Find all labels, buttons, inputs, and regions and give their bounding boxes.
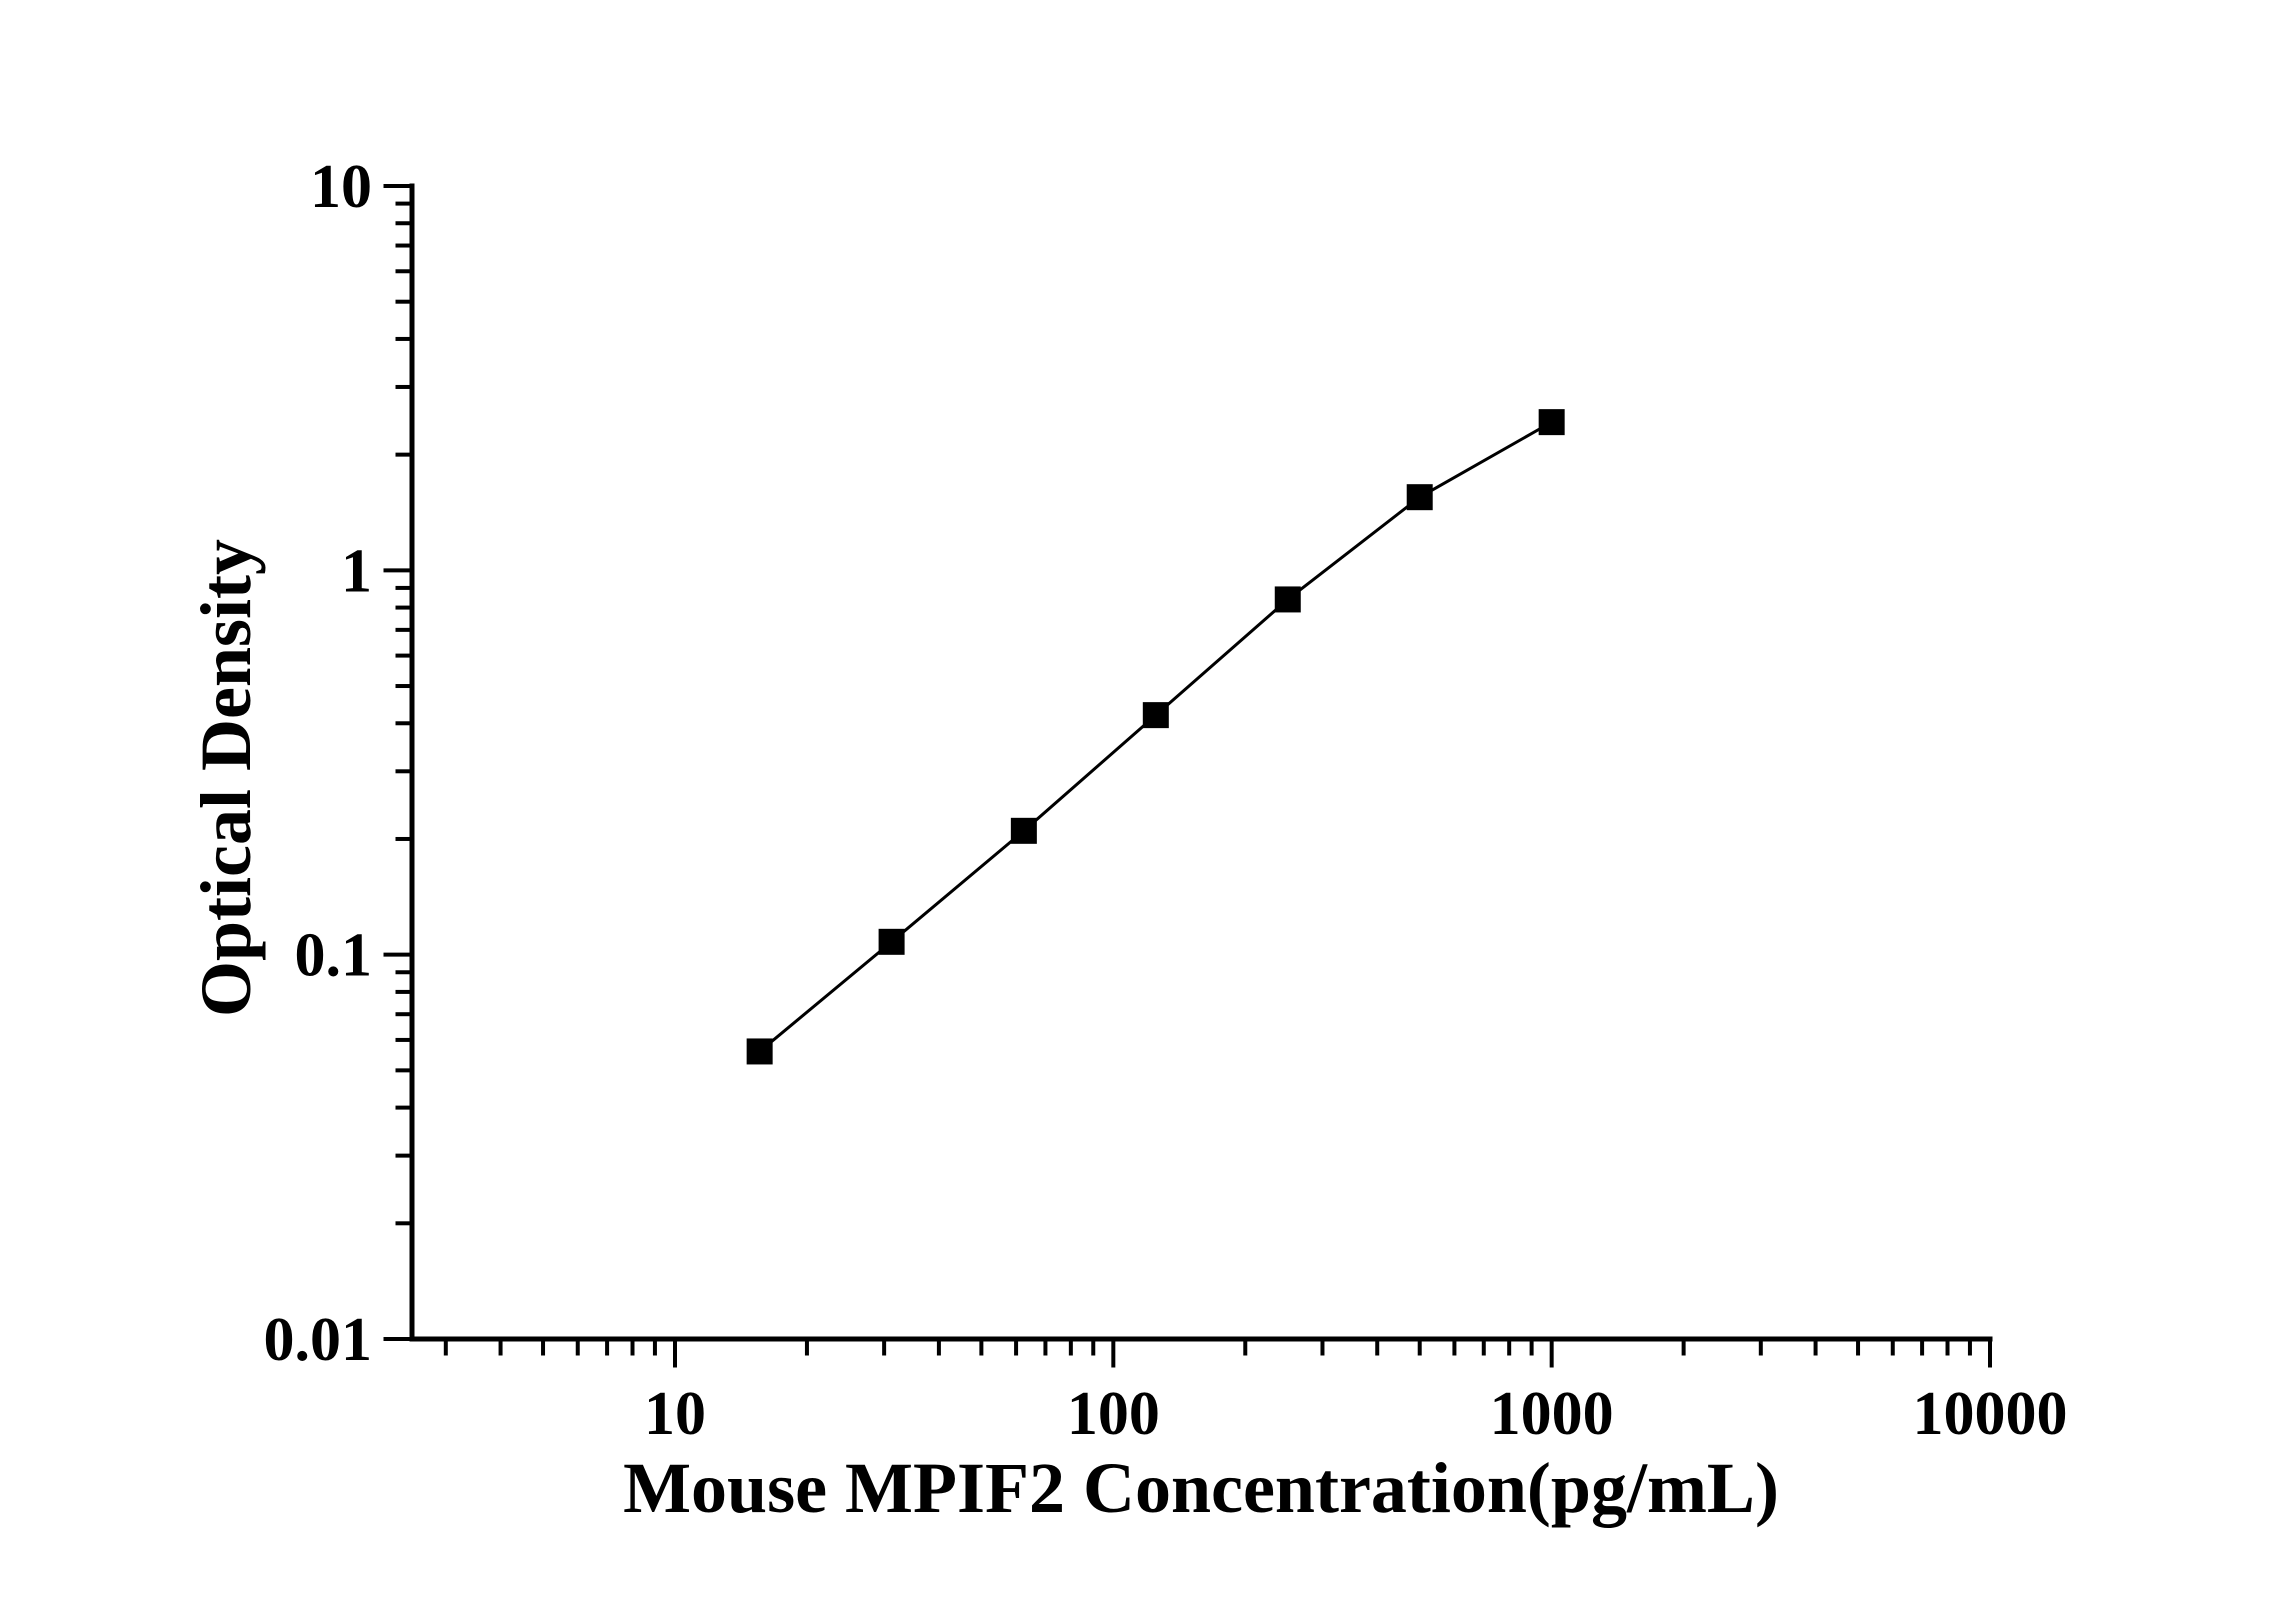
data-point-marker	[878, 928, 905, 955]
x-tick-label: 1000	[1490, 1380, 1614, 1448]
data-point-marker	[1538, 409, 1565, 436]
y-tick-label: 0.1	[295, 922, 373, 990]
data-point-marker	[1406, 484, 1433, 511]
y-axis-title: Optical Density	[186, 539, 266, 1017]
x-tick-label: 100	[1067, 1380, 1160, 1448]
data-point-marker	[746, 1038, 773, 1065]
x-tick-label: 10000	[1913, 1380, 2068, 1448]
y-tick-label: 0.01	[264, 1306, 373, 1374]
y-tick-label: 1	[341, 537, 372, 605]
x-tick-label: 10	[644, 1380, 706, 1448]
data-point-marker	[1010, 817, 1037, 844]
y-tick-label: 10	[310, 153, 372, 221]
data-point-marker	[1274, 586, 1301, 613]
axes-spine	[409, 183, 1993, 1342]
data-point-marker	[1142, 702, 1169, 729]
x-axis-title: Mouse MPIF2 Concentration(pg/mL)	[623, 1448, 1779, 1528]
